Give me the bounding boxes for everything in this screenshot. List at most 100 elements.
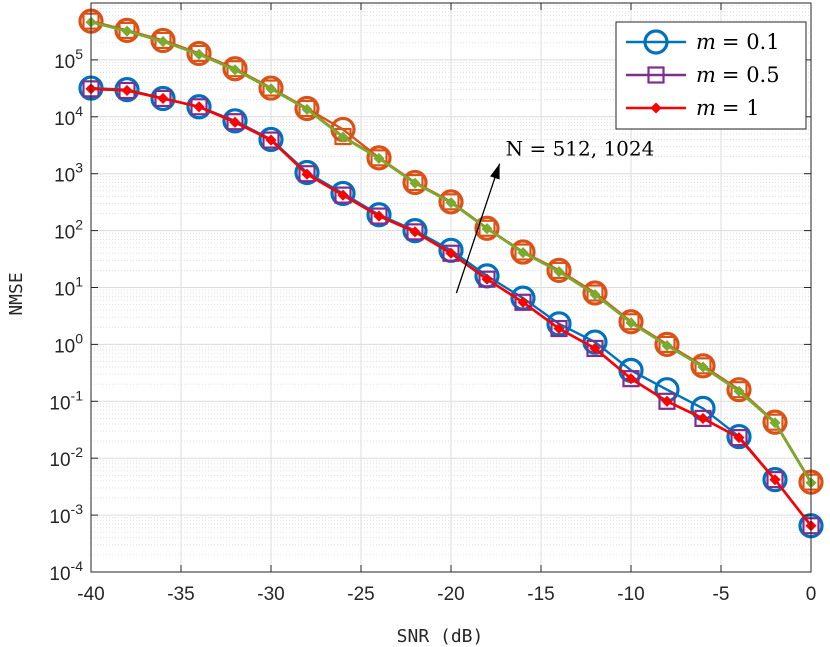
data-point <box>546 311 572 337</box>
data-point <box>229 64 241 76</box>
x-tick-label: -35 <box>167 584 194 605</box>
data-point <box>586 339 604 358</box>
data-point <box>550 319 568 338</box>
x-tick-label: -10 <box>617 584 644 605</box>
x-tick-label: -40 <box>77 584 104 605</box>
y-tick-label: 102 <box>54 217 83 244</box>
x-tick-label: -15 <box>527 584 554 605</box>
data-point <box>330 180 356 207</box>
data-point <box>366 145 392 171</box>
y-axis-label: NMSE <box>6 272 27 315</box>
data-point <box>265 134 277 146</box>
data-point <box>409 177 421 189</box>
data-point <box>114 17 140 43</box>
x-tick-label: -30 <box>257 584 284 605</box>
data-point <box>406 223 424 241</box>
data-point <box>298 165 316 183</box>
legend-entry: m = 1 <box>626 96 760 120</box>
data-point <box>373 210 385 222</box>
data-point <box>762 467 788 493</box>
annotation: N = 512, 1024 <box>455 137 655 294</box>
y-tick-label: 104 <box>54 103 83 130</box>
y-tick-label: 10-3 <box>49 501 83 528</box>
data-point <box>442 244 460 262</box>
data-point <box>661 395 673 407</box>
data-point <box>517 247 529 259</box>
data-point <box>258 126 284 153</box>
data-point <box>582 280 608 306</box>
data-point <box>294 159 320 186</box>
data-point <box>366 202 392 228</box>
data-point <box>337 131 349 143</box>
axes: -40 -35 -30 -25 -20 -15 -10 -5 0 10-4 10-3 10-2 10-1… <box>49 2 817 605</box>
x-tick-label: -5 <box>713 584 730 605</box>
data-point <box>730 381 748 399</box>
y-tick-label: 10-4 <box>49 558 83 585</box>
x-tick-label: 0 <box>806 584 817 605</box>
data-point <box>481 273 493 285</box>
annotation-label: N = 512, 1024 <box>506 137 655 161</box>
data-point <box>762 409 788 435</box>
data-point <box>589 342 601 354</box>
data-point <box>478 270 496 288</box>
data-point <box>589 289 601 301</box>
data-point <box>730 429 748 447</box>
data-point <box>442 193 460 211</box>
data-point <box>157 92 169 105</box>
data-point <box>186 94 212 120</box>
legend-label: m = 0.1 <box>696 30 780 54</box>
legend-marker <box>647 66 665 84</box>
data-point <box>226 113 244 131</box>
y-tick-label: 10-2 <box>49 444 83 471</box>
data-point <box>262 79 280 97</box>
data-point <box>481 223 493 235</box>
data-point <box>121 25 133 37</box>
data-point <box>546 257 572 283</box>
data-point <box>190 98 208 116</box>
data-point <box>694 409 712 428</box>
data-point <box>694 357 712 375</box>
y-tick-label: 10-1 <box>49 387 83 414</box>
series-m-1 <box>85 83 817 532</box>
data-point <box>193 48 205 60</box>
data-point <box>690 353 716 379</box>
data-point <box>301 103 313 115</box>
data-point <box>769 417 781 429</box>
data-point <box>262 131 280 149</box>
data-point <box>769 474 781 486</box>
data-point <box>766 471 784 489</box>
annotation-arrowhead <box>490 163 500 180</box>
data-point <box>514 243 532 261</box>
data-point <box>445 197 457 209</box>
data-point <box>661 340 673 352</box>
data-point <box>553 322 565 335</box>
data-point <box>121 84 133 97</box>
data-point <box>406 173 424 192</box>
data-point <box>618 309 644 335</box>
legend-marker <box>650 102 662 114</box>
data-point <box>622 313 640 331</box>
data-point <box>402 169 428 196</box>
data-point <box>726 423 752 450</box>
data-point <box>337 189 349 201</box>
data-point <box>514 293 532 311</box>
series-m-1-n-1024 <box>85 16 817 489</box>
data-point <box>766 413 784 431</box>
y-tick-label: 103 <box>54 160 83 187</box>
y-tick-label: 105 <box>54 46 83 73</box>
data-point <box>301 168 313 180</box>
data-point <box>298 99 316 118</box>
data-point <box>510 239 536 265</box>
y-tick-label: 100 <box>54 330 83 357</box>
data-point <box>697 361 709 373</box>
data-point <box>222 56 248 82</box>
x-tick-label: -25 <box>347 584 374 605</box>
data-point <box>402 218 428 244</box>
data-point <box>625 373 637 385</box>
legend-marker <box>643 29 669 55</box>
y-tick-label: 101 <box>54 274 83 301</box>
data-point <box>370 207 388 225</box>
data-point <box>654 331 680 357</box>
data-point <box>186 40 212 67</box>
data-point <box>445 247 457 259</box>
